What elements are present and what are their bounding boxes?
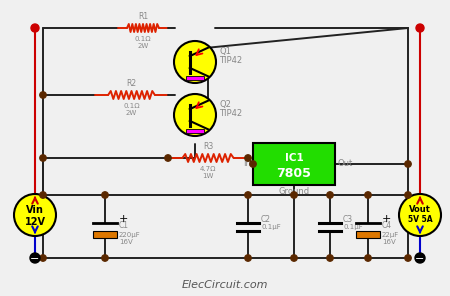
Circle shape bbox=[291, 192, 297, 198]
Circle shape bbox=[416, 24, 424, 32]
Text: C4: C4 bbox=[382, 221, 392, 231]
Circle shape bbox=[102, 192, 108, 198]
Text: 0.1μF: 0.1μF bbox=[343, 224, 363, 231]
Circle shape bbox=[405, 255, 411, 261]
Text: 0.1Ω: 0.1Ω bbox=[123, 103, 140, 109]
Circle shape bbox=[102, 255, 108, 261]
Text: 0.1μF: 0.1μF bbox=[261, 224, 281, 231]
Bar bbox=[93, 231, 117, 237]
Circle shape bbox=[40, 255, 46, 261]
Circle shape bbox=[365, 255, 371, 261]
Bar bbox=[186, 129, 204, 133]
Text: 4.7Ω: 4.7Ω bbox=[200, 166, 216, 172]
Circle shape bbox=[40, 192, 46, 198]
Text: C3: C3 bbox=[343, 215, 353, 223]
Circle shape bbox=[327, 192, 333, 198]
Text: ElecCircuit.com: ElecCircuit.com bbox=[182, 280, 268, 290]
Text: C2: C2 bbox=[261, 215, 271, 223]
Circle shape bbox=[174, 41, 216, 83]
Circle shape bbox=[40, 155, 46, 161]
Text: Q2: Q2 bbox=[219, 100, 231, 109]
Text: +: + bbox=[119, 213, 128, 223]
Text: Ground: Ground bbox=[279, 187, 310, 196]
Text: 2W: 2W bbox=[126, 110, 137, 116]
Circle shape bbox=[365, 192, 371, 198]
Text: 0.1Ω: 0.1Ω bbox=[135, 36, 151, 42]
Text: Vin: Vin bbox=[26, 205, 44, 215]
Text: TIP42: TIP42 bbox=[219, 56, 242, 65]
Text: 16V: 16V bbox=[119, 239, 133, 244]
Ellipse shape bbox=[399, 194, 441, 236]
Circle shape bbox=[30, 253, 40, 263]
Circle shape bbox=[291, 255, 297, 261]
Circle shape bbox=[31, 24, 39, 32]
Circle shape bbox=[174, 94, 216, 136]
Circle shape bbox=[245, 155, 251, 161]
Bar bbox=[186, 76, 204, 80]
Text: IC1: IC1 bbox=[284, 153, 303, 163]
Circle shape bbox=[405, 192, 411, 198]
Text: +: + bbox=[382, 213, 392, 223]
Text: 5V 5A: 5V 5A bbox=[408, 215, 432, 224]
Text: R1: R1 bbox=[138, 12, 148, 21]
Text: Vout: Vout bbox=[409, 205, 431, 213]
Text: R3: R3 bbox=[203, 142, 213, 151]
Circle shape bbox=[250, 161, 256, 167]
Text: 16V: 16V bbox=[382, 239, 396, 244]
Text: In: In bbox=[243, 160, 251, 168]
Bar bbox=[356, 231, 380, 237]
Circle shape bbox=[245, 192, 251, 198]
Text: TIP42: TIP42 bbox=[219, 109, 242, 118]
Text: 22μF: 22μF bbox=[382, 231, 399, 237]
Text: −: − bbox=[30, 254, 40, 264]
Circle shape bbox=[327, 255, 333, 261]
Text: −: − bbox=[415, 254, 425, 264]
Circle shape bbox=[165, 155, 171, 161]
Circle shape bbox=[415, 253, 425, 263]
Circle shape bbox=[405, 161, 411, 167]
Text: 7805: 7805 bbox=[277, 167, 311, 180]
Ellipse shape bbox=[14, 194, 56, 236]
Text: Q1: Q1 bbox=[219, 47, 231, 56]
Circle shape bbox=[40, 92, 46, 98]
Text: Out: Out bbox=[337, 160, 352, 168]
Text: 2W: 2W bbox=[137, 43, 148, 49]
Bar bbox=[253, 143, 335, 185]
Circle shape bbox=[245, 255, 251, 261]
Text: 12V: 12V bbox=[24, 217, 45, 227]
Text: 1W: 1W bbox=[202, 173, 214, 179]
Text: 220μF: 220μF bbox=[119, 231, 141, 237]
Text: C1: C1 bbox=[119, 221, 129, 231]
Text: R2: R2 bbox=[126, 79, 136, 88]
